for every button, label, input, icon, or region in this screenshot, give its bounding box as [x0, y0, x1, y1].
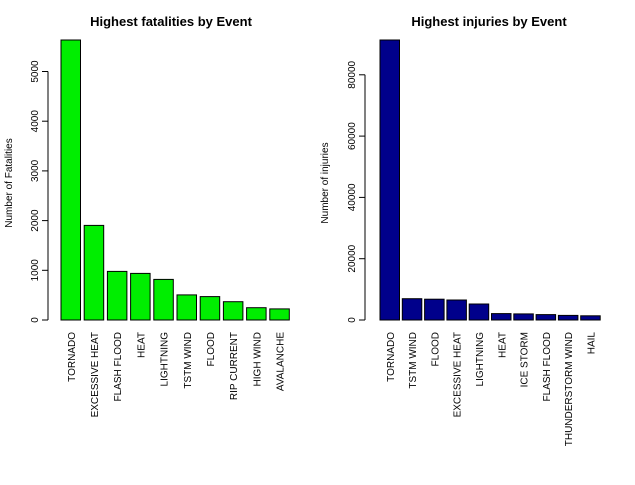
injuries-bar-6	[513, 313, 534, 321]
fatalities-y-tick-label-4: 4000	[30, 110, 41, 133]
fatalities-chart-title: Highest fatalities by Event	[90, 14, 252, 29]
injuries-y-tick-label-0: 0	[347, 317, 358, 323]
fatalities-y-tick-label-3: 3000	[30, 159, 41, 182]
fatalities-bar-6	[199, 296, 221, 321]
fatalities-y-axis-label: Number of Fatalities	[4, 138, 15, 227]
injuries-chart-panel: Highest injuries by Event Number of inju…	[320, 14, 601, 446]
fatalities-bar-2	[106, 270, 128, 321]
fatalities-category-label-4: LIGHTNING	[160, 332, 171, 387]
fatalities-category-label-8: HIGH WIND	[252, 332, 263, 386]
injuries-category-label-1: TSTM WIND	[408, 332, 419, 389]
fatalities-y-tick-label-5: 5000	[30, 60, 41, 83]
injuries-category-label-7: FLASH FLOOD	[542, 332, 553, 401]
fatalities-y-tick-label-2: 2000	[30, 209, 41, 232]
fatalities-y-tick-label-1: 1000	[30, 259, 41, 282]
injuries-y-tick-label-1: 20000	[347, 244, 358, 272]
fatalities-bar-8	[246, 307, 267, 321]
fatalities-bar-7	[222, 301, 244, 321]
injuries-y-axis-label: Number of injuries	[320, 142, 331, 223]
injuries-bar-5	[491, 313, 512, 321]
fatalities-bar-0	[60, 39, 81, 321]
injuries-bar-2	[424, 298, 445, 321]
injuries-category-label-6: ICE STORM	[520, 332, 531, 387]
injuries-chart-title: Highest injuries by Event	[411, 14, 567, 29]
injuries-category-label-3: EXCESSIVE HEAT	[453, 332, 464, 417]
injuries-bar-9	[580, 315, 601, 321]
injuries-category-label-5: HEAT	[497, 332, 508, 358]
injuries-category-label-4: LIGHTNING	[475, 332, 486, 387]
fatalities-bar-5	[176, 294, 197, 321]
fatalities-chart-panel: Highest fatalities by Event Number of Fa…	[4, 14, 290, 417]
injuries-bar-0	[379, 39, 400, 321]
injuries-y-tick-label-3: 60000	[347, 122, 358, 150]
injuries-bar-1	[401, 298, 423, 321]
injuries-bar-7	[535, 314, 557, 321]
fatalities-category-label-5: TSTM WIND	[183, 332, 194, 389]
fatalities-bar-1	[83, 224, 105, 321]
fatalities-category-label-9: AVALANCHE	[276, 332, 287, 391]
injuries-bar-4	[468, 303, 490, 321]
injuries-bar-8	[557, 314, 579, 321]
fatalities-category-label-1: EXCESSIVE HEAT	[90, 332, 101, 417]
injuries-bar-3	[446, 299, 467, 321]
fatalities-category-label-6: FLOOD	[206, 332, 217, 366]
fatalities-category-label-7: RIP CURRENT	[229, 332, 240, 400]
injuries-category-label-0: TORNADO	[386, 332, 397, 382]
fatalities-category-label-3: HEAT	[136, 332, 147, 358]
fatalities-y-tick-label-0: 0	[30, 317, 41, 323]
fatalities-category-label-0: TORNADO	[67, 332, 78, 382]
fatalities-bar-9	[269, 308, 290, 321]
injuries-y-tick-label-4: 80000	[347, 60, 358, 88]
fatalities-bar-4	[153, 278, 174, 321]
fatalities-bar-3	[130, 272, 151, 321]
injuries-category-label-8: THUNDERSTORM WIND	[564, 332, 575, 446]
fatalities-category-label-2: FLASH FLOOD	[113, 332, 124, 401]
injuries-y-tick-label-2: 40000	[347, 183, 358, 211]
injuries-category-label-2: FLOOD	[430, 332, 441, 366]
injuries-category-label-9: HAIL	[587, 332, 598, 355]
